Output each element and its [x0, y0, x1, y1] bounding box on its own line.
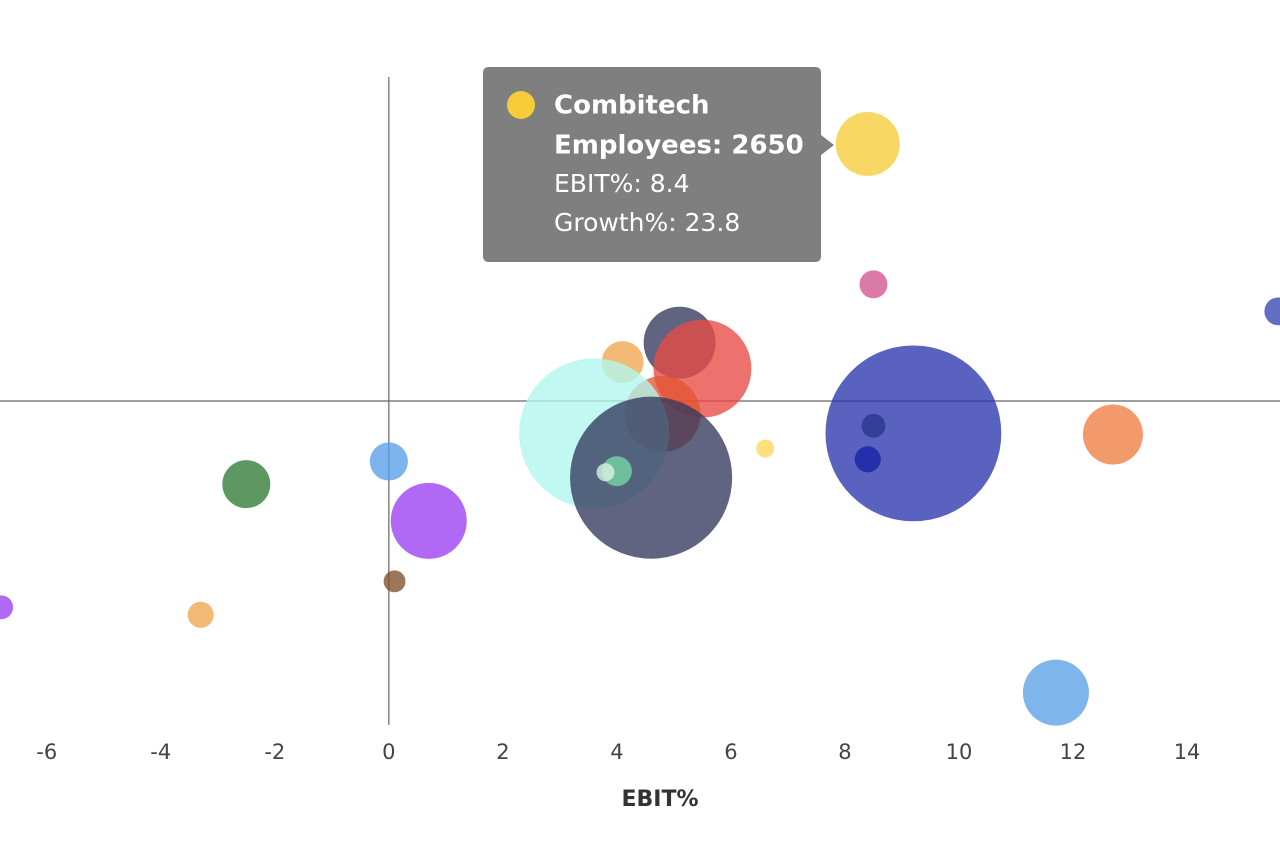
x-tick-label: 10: [946, 740, 973, 764]
x-tick-label: 12: [1060, 740, 1087, 764]
x-tick-label: 8: [838, 740, 851, 764]
x-tick-label: -6: [36, 740, 57, 764]
plot-area: [0, 77, 1280, 726]
tooltip-title: Combitech: [554, 91, 710, 121]
bubble: [835, 111, 900, 176]
tooltip-line: Growth%: 23.8: [554, 208, 740, 237]
x-tick-label: 14: [1174, 740, 1201, 764]
tooltip-marker: [507, 91, 535, 119]
x-tick-label: 6: [724, 740, 737, 764]
bubble: [187, 601, 214, 628]
x-tick-label: 0: [382, 740, 395, 764]
x-tick-label: 2: [496, 740, 509, 764]
x-axis-title: EBIT%: [621, 787, 698, 812]
bubble: [383, 570, 406, 593]
bubble: [1264, 297, 1280, 326]
bubble: [570, 396, 733, 559]
bubble: [825, 345, 1002, 522]
bubble: [390, 482, 467, 559]
x-tick-label: 4: [610, 740, 623, 764]
x-tick-label: -4: [150, 740, 171, 764]
tooltip-box: [483, 67, 834, 262]
bubble: [861, 413, 886, 438]
tooltip: Combitech Employees: 2650 EBIT%: 8.4 Gro…: [483, 67, 834, 262]
bubble: [854, 446, 881, 473]
bubble: [1022, 659, 1089, 726]
bubble: [222, 460, 271, 509]
x-tick-label: -2: [264, 740, 285, 764]
bubble: [859, 270, 888, 299]
bubble: [1082, 404, 1143, 465]
bubble: [369, 442, 408, 481]
tooltip-line: EBIT%: 8.4: [554, 169, 689, 198]
bubble: [756, 439, 775, 458]
bubble: [596, 463, 615, 482]
tooltip-line: Employees: 2650: [554, 131, 804, 161]
bubble: [0, 595, 14, 620]
